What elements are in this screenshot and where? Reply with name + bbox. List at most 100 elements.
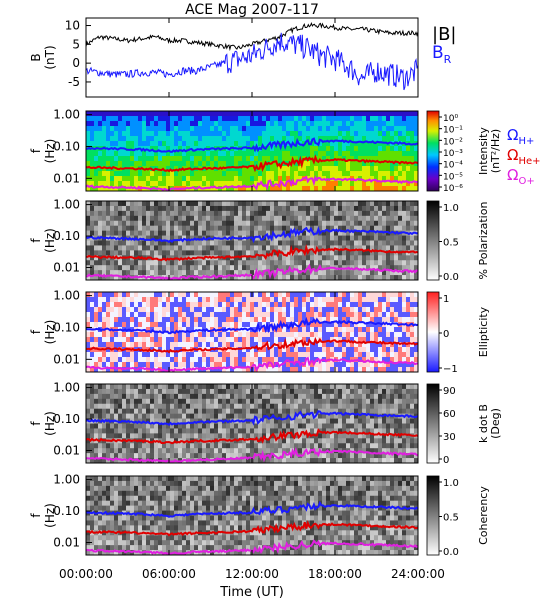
colorbar-tick-label: 0.0 bbox=[443, 272, 459, 283]
freq-ytick-label: 0.01 bbox=[53, 443, 80, 457]
colorbar-kdotb bbox=[426, 383, 440, 464]
gyro-line-he-polarization bbox=[85, 244, 419, 262]
ylabel-bfield: B bbox=[29, 53, 43, 61]
series-line-br bbox=[85, 32, 419, 91]
bfield-ytick-label: 5 bbox=[72, 37, 80, 51]
panel-intensity: 1.00 0.10 0.01 10⁰ 10⁻¹10⁻² 10⁻³ 10⁻⁴10⁻⁵ 10⁻⁶ I… bbox=[29, 108, 502, 194]
freq-ytick-label: 0.01 bbox=[53, 260, 80, 274]
colorbar-tick-label: 1.0 bbox=[443, 203, 459, 214]
time-tick-label: 12:00:00 bbox=[225, 567, 279, 581]
gyro-label-o: ΩO+ bbox=[507, 166, 535, 187]
colorbar-title-coherency: Coherency bbox=[477, 486, 490, 545]
legend-br-main: B bbox=[432, 43, 444, 63]
time-axis-ticks: 00:00:00 06:00:00 12:00:00 18:00:00 24:00:00 bbox=[59, 567, 445, 581]
time-tick-label: 00:00:00 bbox=[59, 567, 113, 581]
legend-btotal: |B| bbox=[432, 24, 456, 45]
bfield-ytick-label: 0 bbox=[72, 56, 80, 70]
ylabel-units-ellipticity: (Hz) bbox=[43, 320, 57, 345]
colorbar-tick-label: 10⁻⁵ bbox=[443, 172, 463, 182]
time-tick-label: 24:00:00 bbox=[391, 567, 445, 581]
freq-ytick-label: 0.10 bbox=[53, 320, 80, 334]
legend-br-sub: R bbox=[444, 53, 452, 66]
gyro-line-he-coherency bbox=[85, 520, 419, 537]
panel-coherency: 1.00 0.10 0.01 1.0 0.5 0.0 Coherency f (Hz) bbox=[29, 473, 490, 558]
panel-kdotb: 1.00 0.10 0.01 90 60 30 0 k dot B (Deg) f (Hz) bbox=[29, 381, 502, 466]
ylabel-units-intensity: (Hz) bbox=[43, 139, 57, 164]
colorbar-tick-label: 10⁻³ bbox=[443, 149, 463, 159]
ylabel-units-polarization: (Hz) bbox=[43, 228, 57, 253]
colorbar-tick-label: 1 bbox=[443, 294, 449, 305]
freq-ytick-label: 1.00 bbox=[53, 381, 80, 395]
colorbar-tick-label: 0.0 bbox=[443, 547, 459, 558]
freq-ytick-label: 0.10 bbox=[53, 139, 80, 153]
freq-ytick-label: 1.00 bbox=[53, 198, 80, 212]
bfield-bg bbox=[86, 18, 418, 97]
freq-ytick-label: 1.00 bbox=[53, 108, 80, 122]
ylabel-units-bfield: (nT) bbox=[43, 45, 57, 69]
freq-ytick-label: 1.00 bbox=[53, 289, 80, 303]
colorbar-title-kdotb: k dot B bbox=[477, 404, 490, 443]
freq-ytick-label: 0.10 bbox=[53, 412, 80, 426]
spectrogram-intensity bbox=[86, 111, 419, 192]
ylabel-intensity: f bbox=[29, 148, 43, 153]
ylabel-polarization: f bbox=[29, 238, 43, 243]
gyro-line-h-coherency bbox=[85, 500, 419, 518]
freq-ytick-label: 0.01 bbox=[53, 352, 80, 366]
gyro-line-he-intensity bbox=[85, 154, 419, 173]
colorbar-tick-label: 30 bbox=[443, 432, 456, 443]
ylabel-ellipticity: f bbox=[29, 329, 43, 334]
gyro-label-h: ΩH+ bbox=[507, 126, 534, 147]
colorbar-tick-label: −1 bbox=[443, 364, 458, 375]
colorbar-tick-label: 10⁻⁶ bbox=[443, 184, 463, 194]
time-tick-label: 06:00:00 bbox=[142, 567, 196, 581]
colorbar-tick-label: 10⁰ bbox=[443, 114, 458, 124]
colorbar-tick-label: 10⁻⁴ bbox=[443, 161, 463, 171]
colorbar-coherency bbox=[426, 475, 440, 556]
gyro-line-h-ellipticity bbox=[85, 316, 419, 335]
spectrogram-polarization bbox=[86, 201, 419, 281]
ylabel-units-kdotb: (Hz) bbox=[43, 411, 57, 436]
colorbar-intensity bbox=[426, 110, 440, 192]
colorbar-title-ellipticity: Ellipticity bbox=[477, 306, 490, 357]
spectrogram-kdotb bbox=[86, 384, 419, 464]
colorbar-polarization bbox=[426, 200, 440, 281]
series-line-btotal bbox=[85, 21, 419, 52]
freq-ytick-label: 1.00 bbox=[53, 473, 80, 487]
colorbar-tick-label: 0 bbox=[443, 455, 449, 466]
gyro-label-he: ΩHe+ bbox=[507, 146, 541, 167]
gyro-line-h-kdotb bbox=[85, 410, 419, 426]
colorbar-tick-label: 0.5 bbox=[443, 513, 459, 524]
colorbar-tick-label: 60 bbox=[443, 409, 456, 420]
ylabel-units-coherency: (Hz) bbox=[43, 503, 57, 528]
gyro-line-h-intensity bbox=[85, 137, 419, 153]
colorbar-tick-label: 1.0 bbox=[443, 478, 459, 489]
colorbar-units-kdotb: (Deg) bbox=[489, 408, 502, 439]
panel-ellipticity: 1.00 0.10 0.01 1 0 −1 Ellipticity f (Hz) bbox=[29, 289, 490, 375]
bfield-ytick-label: 10 bbox=[65, 19, 80, 33]
freq-ytick-label: 0.10 bbox=[53, 504, 80, 518]
gyro-line-he-kdotb bbox=[85, 428, 419, 445]
ylabel-kdotb: f bbox=[29, 421, 43, 426]
colorbar-tick-label: 0 bbox=[443, 329, 449, 340]
freq-ytick-label: 0.10 bbox=[53, 229, 80, 243]
colorbar-tick-label: 10⁻¹ bbox=[443, 126, 463, 136]
time-axis-label: Time (UT) bbox=[219, 585, 284, 600]
colorbar-title-polarization: % Polarization bbox=[477, 202, 490, 280]
freq-ytick-label: 0.01 bbox=[53, 535, 80, 549]
colorbar-tick-label: 0.5 bbox=[443, 238, 459, 249]
ylabel-coherency: f bbox=[29, 513, 43, 518]
colorbar-tick-label: 90 bbox=[443, 386, 456, 397]
gyro-line-he-ellipticity bbox=[85, 336, 418, 354]
figure-title: ACE Mag 2007-117 bbox=[185, 2, 319, 18]
gyro-line-h-polarization bbox=[85, 226, 419, 244]
gyro-line-o-ellipticity bbox=[85, 356, 419, 373]
legend-br: BR bbox=[432, 43, 452, 66]
colorbar-ellipticity bbox=[426, 291, 440, 373]
panel-bfield: 10 5 0 -5 B (nT) bbox=[29, 17, 419, 98]
time-tick-label: 18:00:00 bbox=[308, 567, 362, 581]
freq-ytick-label: 0.01 bbox=[53, 171, 80, 185]
colorbar-title-intensity: Intensity bbox=[477, 127, 490, 175]
colorbar-tick-label: 10⁻² bbox=[443, 137, 463, 147]
panel-polarization: 1.00 0.10 0.01 1.0 0.5 0.0 % Polarization f (Hz) bbox=[29, 198, 490, 283]
